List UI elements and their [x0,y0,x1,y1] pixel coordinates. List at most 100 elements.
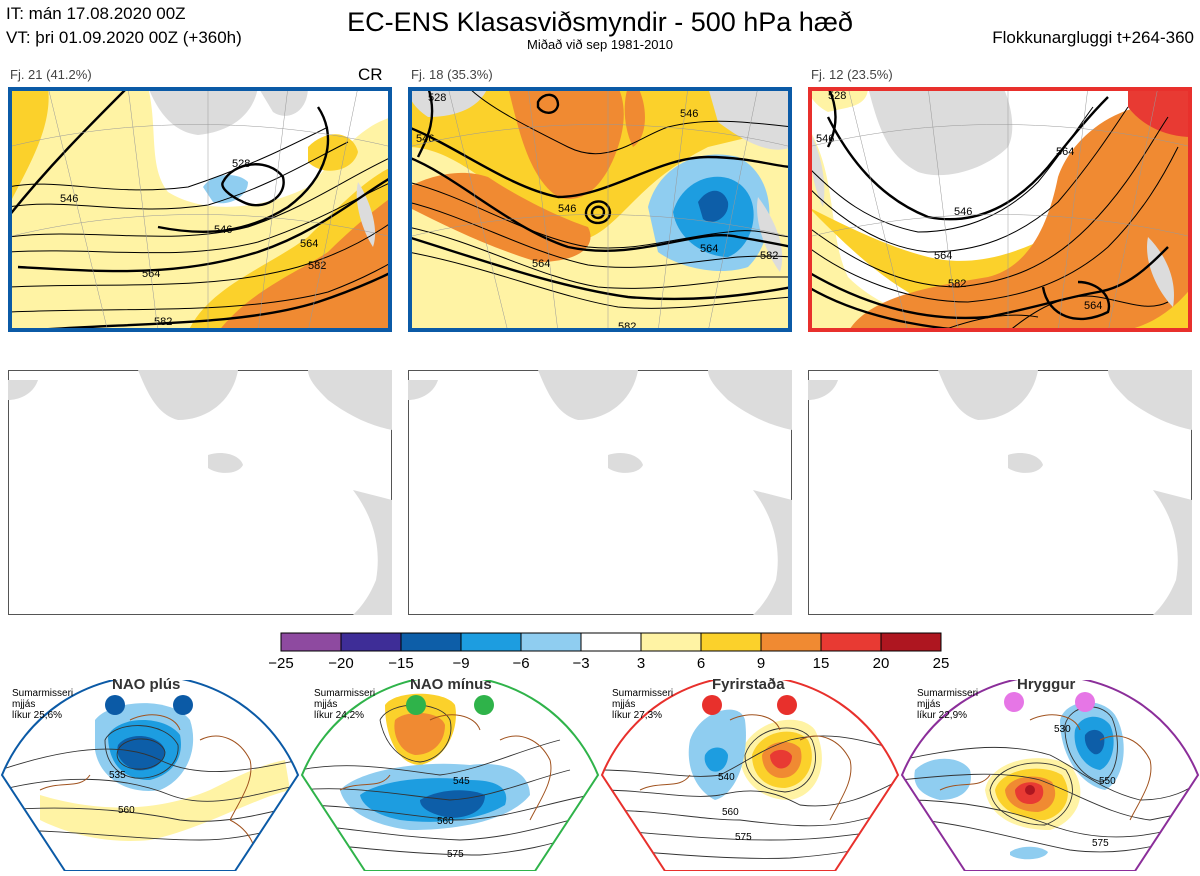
cluster-2-contour-label-5: 564 [532,258,550,270]
regime-1-smooth: mjjás [12,699,36,710]
cluster-1-tag: CR [358,65,383,84]
regime-3-season: Sumarmisseri [612,688,674,699]
cluster-2-contour-label-3: 546 [558,203,576,215]
regime-3-title: Fyrirstaða [712,676,785,693]
colorbar-tick-label: −25 [268,655,294,672]
regime-4-prob: líkur 22,9% [917,710,968,721]
regime-2-prob: líkur 24,2% [314,710,365,721]
colorbar-swatch [760,632,822,652]
page-title: EC-ENS Klasasviðsmyndir - 500 hPa hæð [347,7,853,37]
empty-map-3 [808,370,1192,615]
cluster-1-contour-label-5: 564 [142,268,160,280]
regime-3-prob: líkur 27,3% [612,710,663,721]
colorbar-tick-label: −15 [388,655,414,672]
cluster-2-contour-label-4: 546 [680,108,698,120]
regime-1-dot-2 [173,695,193,715]
cluster-3-frame [808,87,1192,332]
regime-3-contour-2: 560 [722,807,739,818]
cluster-1-frame [8,87,392,332]
colorbar-tick-label: −6 [512,655,530,672]
colorbar-swatch [520,632,582,652]
cluster-3-map: 528 546 546 564 564 582 564 [808,87,1192,332]
page-subtitle: Miðað við sep 1981-2010 [527,37,673,52]
cluster-2-map: 528 546 546 546 564 564 582 582 [408,87,792,332]
cluster-2-contour-label-8: 582 [618,321,636,332]
regime-1-dot-1 [105,695,125,715]
cluster-1-map: 546 528 546 564 564 582 582 [8,87,392,332]
regime-1-contour-1: 535 [109,770,126,781]
colorbar-tick-label: −20 [328,655,354,672]
cluster-3-label: Fj. 12 (23.5%) [811,67,893,82]
colorbar-swatch [700,632,762,652]
colorbar-swatch [640,632,702,652]
regime-2-title: NAO mínus [410,676,492,693]
colorbar-tick-label: 6 [696,655,706,672]
regime-3-contour-3: 575 [735,832,752,843]
colorbar [280,632,942,652]
cluster-1-contour-label-2: 528 [232,158,250,170]
regimes-row: 535 560 545 560 575 [0,674,1200,872]
cluster-1-contour-label-4: 564 [300,238,318,250]
cluster-1-label: Fj. 21 (41.2%) [10,67,92,82]
colorbar-swatch [400,632,462,652]
cluster-3-contour-label-1: 528 [828,90,846,102]
colorbar-tick-label: −9 [452,655,470,672]
regime-4-dot-1 [1004,692,1024,712]
empty-map-1 [8,370,392,615]
cluster-3-contour-label-7: 564 [1084,300,1102,312]
init-time: IT: mán 17.08.2020 00Z [6,4,186,23]
cluster-1-contour-label-7: 582 [154,316,172,328]
cluster-3-contour-label-2: 546 [816,133,834,145]
cluster-2-label: Fj. 18 (35.3%) [411,67,493,82]
cluster-2-contour-label-2: 546 [416,133,434,145]
cluster-1-contour-label-6: 582 [308,260,326,272]
colorbar-swatch [880,632,942,652]
colorbar-swatch [460,632,522,652]
regime-3-contour-1: 540 [718,772,735,783]
regime-3-dot-1 [702,695,722,715]
regime-3-dot-2 [777,695,797,715]
colorbar-swatch [280,632,342,652]
regime-2-dot-2 [474,695,494,715]
cluster-2-contour-label-1: 528 [428,92,446,104]
regime-4-contour-2: 550 [1099,776,1116,787]
colorbar-tick-label: 3 [636,655,646,672]
cluster-2-contour-label-7: 582 [760,250,778,262]
classification-window: Flokkunargluggi t+264-360 [992,28,1194,47]
colorbar-tick-label: 15 [812,655,830,672]
colorbar-swatch [580,632,642,652]
cluster-3-contour-label-4: 564 [934,250,952,262]
regime-4-smooth: mjjás [917,699,941,710]
colorbar-tick-label: −3 [572,655,590,672]
cluster-3-contour-label-3: 546 [954,206,972,218]
regime-2-smooth: mjjás [314,699,338,710]
regime-4-contour-1: 530 [1054,724,1071,735]
colorbar-tick-label: 25 [932,655,950,672]
cluster-2-contour-label-6: 564 [700,243,718,255]
cluster-1-contour-label-3: 546 [214,224,232,236]
cluster-3-contour-label-5: 564 [1056,146,1074,158]
regime-4-dot-2 [1075,692,1095,712]
regime-1-title: NAO plús [112,676,181,693]
empty-map-2 [408,370,792,615]
colorbar-tick-label: 20 [872,655,890,672]
colorbar-swatch [340,632,402,652]
valid-time: VT: þri 01.09.2020 00Z (+360h) [6,28,242,47]
regime-1-prob: líkur 25,6% [12,710,63,721]
regime-3-smooth: mjjás [612,699,636,710]
regime-1-season: Sumarmisseri [12,688,74,699]
regime-2-dot-1 [406,695,426,715]
regime-2-contour-2: 560 [437,816,454,827]
regime-2-contour-1: 545 [453,776,470,787]
regime-2-season: Sumarmisseri [314,688,376,699]
colorbar-swatch [820,632,882,652]
regime-4-season: Sumarmisseri [917,688,979,699]
colorbar-tick-label: 9 [756,655,766,672]
cluster-1-contour-label-1: 546 [60,193,78,205]
regime-4-title: Hryggur [1017,676,1076,693]
regime-2-contour-3: 575 [447,849,464,860]
cluster-3-contour-label-6: 582 [948,278,966,290]
cluster-2-frame [408,87,792,332]
regime-1-contour-2: 560 [118,805,135,816]
regime-4-contour-3: 575 [1092,838,1109,849]
